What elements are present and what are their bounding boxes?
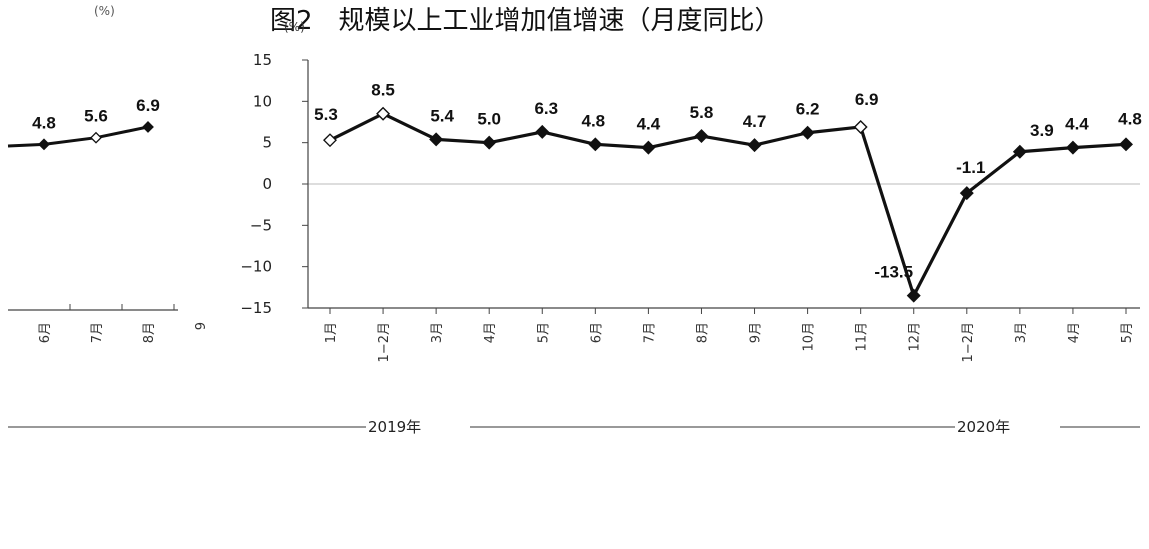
x-tick-label: 3月 bbox=[1014, 322, 1029, 343]
y-tick-label: −5 bbox=[250, 216, 272, 234]
data-label: 4.4 bbox=[637, 115, 661, 134]
left-y-axis-unit: (%) bbox=[94, 4, 115, 18]
y-tick-label: 0 bbox=[262, 175, 272, 193]
left-data-point bbox=[90, 131, 102, 144]
y-axis-unit: (%) bbox=[284, 20, 305, 34]
left-data-label: 4.8 bbox=[32, 113, 56, 132]
x-tick-label: 9月 bbox=[749, 322, 764, 343]
x-tick-label: 4月 bbox=[483, 322, 498, 343]
data-point bbox=[800, 125, 815, 140]
x-tick-label: 7月 bbox=[642, 322, 657, 343]
left-x-tick-label: 6月 bbox=[38, 322, 53, 343]
data-point bbox=[694, 129, 709, 144]
x-tick-label: 10月 bbox=[802, 322, 817, 352]
x-tick-label: 1−2月 bbox=[377, 322, 392, 362]
x-tick-label: 1月 bbox=[324, 322, 339, 343]
data-label: 3.9 bbox=[1030, 121, 1054, 140]
data-label: 6.9 bbox=[855, 90, 879, 109]
data-label: 5.3 bbox=[314, 105, 338, 124]
data-point bbox=[323, 133, 337, 148]
data-label: 8.5 bbox=[371, 81, 395, 100]
x-tick-label: 3月 bbox=[430, 322, 445, 343]
series-line bbox=[329, 112, 1127, 298]
left-data-point bbox=[38, 138, 50, 151]
x-tick-label: 4月 bbox=[1067, 322, 1082, 343]
data-point bbox=[535, 124, 550, 139]
y-tick-label: 5 bbox=[262, 134, 272, 152]
left-data-point bbox=[142, 121, 154, 133]
left-data-label: 6.9 bbox=[136, 96, 160, 115]
year-label-2019: 2019年 bbox=[368, 418, 421, 436]
data-label: 5.8 bbox=[690, 103, 714, 122]
data-label: 4.4 bbox=[1065, 115, 1089, 134]
left-data-label: 5.6 bbox=[84, 107, 108, 126]
data-point bbox=[1012, 144, 1027, 159]
left-x-tick-label: 9 bbox=[194, 322, 209, 330]
x-tick-label: 5月 bbox=[1120, 322, 1135, 343]
data-point bbox=[482, 135, 497, 150]
data-label: -1.1 bbox=[956, 158, 985, 177]
data-point bbox=[853, 119, 868, 134]
series-layer bbox=[7, 106, 1133, 303]
year-label-2020: 2020年 bbox=[957, 418, 1010, 436]
left-series-line bbox=[7, 125, 149, 148]
data-label: 4.7 bbox=[743, 112, 767, 131]
data-point bbox=[429, 132, 444, 147]
left-x-tick-label: 7月 bbox=[90, 322, 105, 343]
y-tick-label: −10 bbox=[240, 258, 272, 276]
data-point bbox=[747, 138, 762, 153]
x-tick-label: 6月 bbox=[589, 322, 604, 343]
x-tick-label: 11月 bbox=[855, 322, 870, 352]
y-tick-label: −15 bbox=[240, 299, 272, 317]
data-label: 6.2 bbox=[796, 100, 820, 119]
data-point bbox=[588, 137, 603, 152]
y-tick-label: 15 bbox=[253, 51, 272, 69]
data-label: 4.8 bbox=[582, 111, 606, 130]
x-tick-label: 5月 bbox=[536, 322, 551, 343]
data-point bbox=[1119, 137, 1133, 152]
x-tick-label: 12月 bbox=[908, 322, 923, 352]
data-label: 4.8 bbox=[1118, 109, 1142, 128]
y-tick-label: 10 bbox=[253, 92, 272, 110]
data-label: 6.3 bbox=[534, 99, 558, 118]
data-label: 5.0 bbox=[477, 110, 501, 129]
data-label: -13.5 bbox=[874, 263, 913, 282]
data-point bbox=[641, 140, 656, 155]
data-label: 5.4 bbox=[430, 106, 454, 125]
data-point bbox=[906, 288, 921, 303]
chart-title: 图2 规模以上工业增加值增速（月度同比） bbox=[270, 6, 781, 36]
data-point bbox=[1065, 140, 1080, 155]
label-layer: 5.3 8.5 5.4 5.0 6.3 4.8 4.4 5.8 4.7 6.2 6.9 -13.5 -1… bbox=[32, 81, 1142, 282]
data-point bbox=[959, 186, 974, 201]
data-point bbox=[376, 106, 391, 121]
x-tick-label: 1−2月 bbox=[961, 322, 976, 362]
left-x-tick-label: 8月 bbox=[142, 322, 157, 343]
axis-layer: 15 10 5 0 −5 −10 −15 1月 1−2月 3月 4月 5月 6月 7月 8月 9月 10月 11月… bbox=[8, 51, 1140, 436]
x-tick-label: 8月 bbox=[695, 322, 710, 343]
